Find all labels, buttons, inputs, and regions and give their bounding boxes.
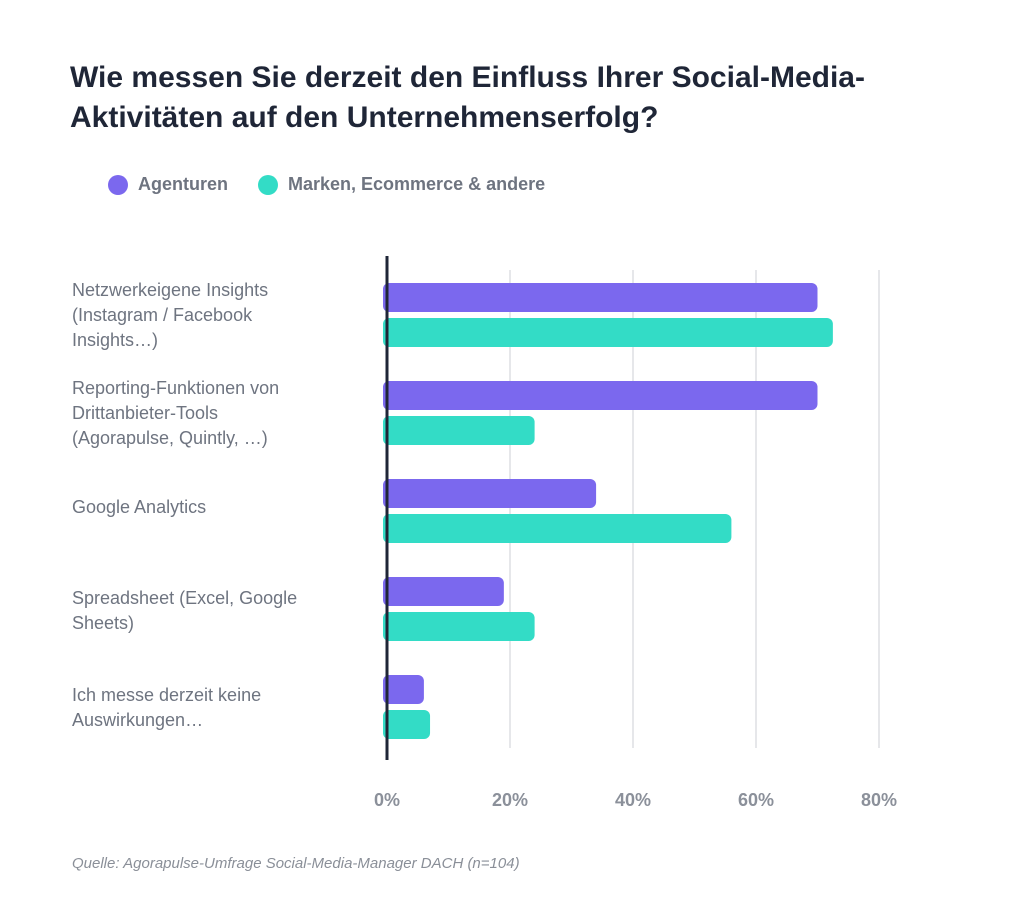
chart-title-line-2: Aktivitäten auf den Unternehmenserfolg? — [70, 101, 659, 134]
category-label-network-insights: Netzwerkeigene Insights (Instagram / Fac… — [72, 278, 372, 353]
legend-label-marken: Marken, Ecommerce & andere — [288, 174, 546, 194]
x-tick-label: 0% — [374, 790, 400, 810]
bar-agenturen-4 — [383, 675, 424, 704]
legend-item-marken: Marken, Ecommerce & andere — [258, 174, 545, 195]
legend-label-agenturen: Agenturen — [138, 174, 228, 194]
bar-agenturen-2 — [383, 479, 597, 508]
category-label-spreadsheet: Spreadsheet (Excel, Google Sheets) — [72, 586, 372, 636]
category-label-line: Spreadsheet (Excel, Google — [72, 588, 298, 608]
category-label-line: Drittanbieter-Tools — [72, 403, 219, 423]
category-label-line: Reporting-Funktionen von — [72, 378, 280, 398]
source-note: Quelle: Agorapulse-Umfrage Social-Media-… — [72, 855, 520, 872]
legend: Agenturen Marken, Ecommerce & andere — [108, 174, 575, 195]
x-tick-label: 80% — [861, 790, 897, 810]
x-tick-label: 20% — [492, 790, 528, 810]
bar-agenturen-1 — [383, 381, 818, 410]
category-label-google-analytics: Google Analytics — [72, 495, 372, 520]
category-label-line: (Agorapulse, Quintly, …) — [72, 428, 268, 448]
category-label-line: (Instagram / Facebook — [72, 305, 253, 325]
category-label-line: Google Analytics — [72, 497, 207, 517]
x-tick-label: 60% — [738, 790, 774, 810]
bar-marken-0 — [383, 318, 833, 347]
bar-agenturen-3 — [383, 577, 504, 606]
bar-marken-2 — [383, 514, 732, 543]
chart-title: Wie messen Sie derzeit den Einfluss Ihre… — [70, 58, 970, 138]
bar-marken-4 — [383, 710, 431, 739]
chart-title-line-1: Wie messen Sie derzeit den Einfluss Ihre… — [70, 61, 865, 94]
bar-agenturen-0 — [383, 283, 818, 312]
bar-marken-1 — [383, 416, 535, 445]
legend-dot-agenturen — [108, 174, 128, 195]
category-label-line: Ich messe derzeit keine — [72, 685, 262, 705]
category-label-line: Sheets) — [72, 613, 135, 633]
category-label-no-measurement: Ich messe derzeit keine Auswirkungen… — [72, 683, 372, 733]
legend-dot-marken — [258, 174, 278, 195]
category-label-line: Netzwerkeigene Insights — [72, 280, 269, 300]
bar-marken-3 — [383, 612, 535, 641]
x-tick-label: 40% — [615, 790, 651, 810]
legend-item-agenturen: Agenturen — [108, 174, 228, 195]
category-label-line: Insights…) — [72, 330, 159, 350]
category-label-line: Auswirkungen… — [72, 710, 204, 730]
category-label-reporting-tools: Reporting-Funktionen von Drittanbieter-T… — [72, 376, 372, 451]
